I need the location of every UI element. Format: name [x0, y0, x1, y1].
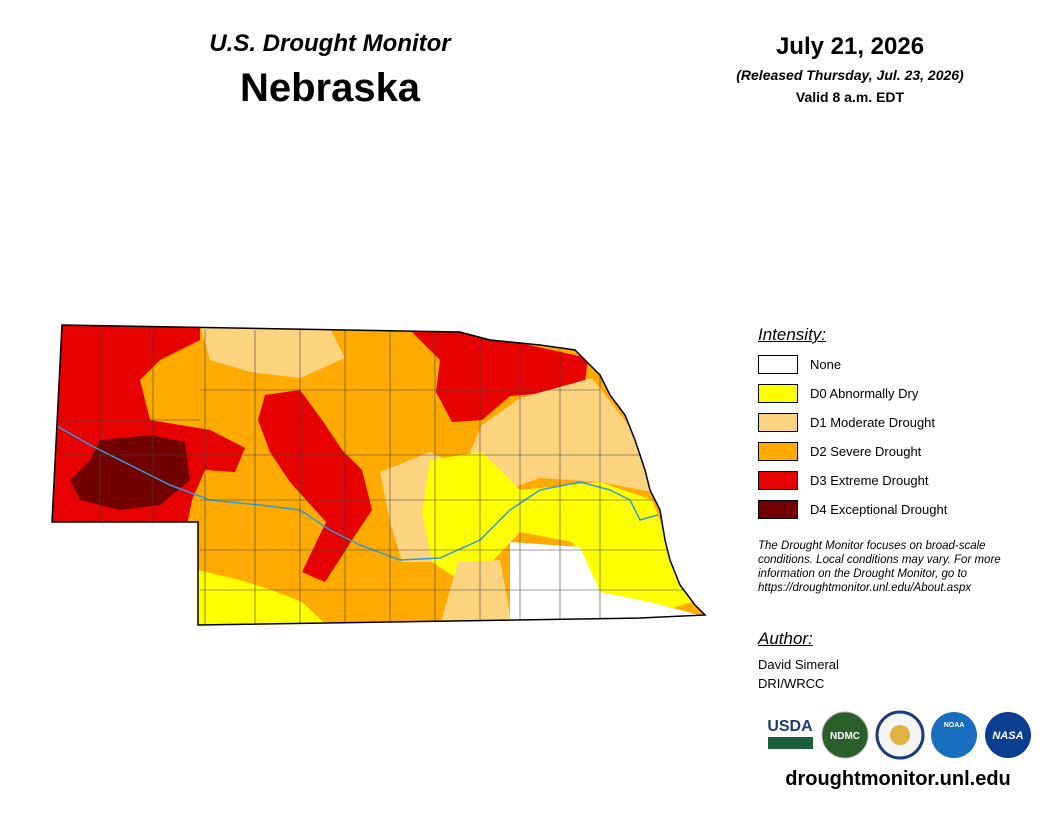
logo-nasa	[985, 712, 1031, 758]
legend-swatch	[758, 413, 798, 432]
author-line: DRI/WRCC	[758, 676, 825, 691]
map	[51, 324, 707, 626]
date: July 21, 2026	[775, 33, 925, 60]
region	[440, 560, 512, 625]
logo-label: NDMC	[830, 731, 860, 742]
region	[410, 330, 588, 422]
logo-label: USDA	[767, 718, 813, 735]
region	[470, 378, 652, 492]
legend-label: D2 Severe Drought	[810, 444, 922, 459]
drought-areas	[52, 325, 705, 625]
state-outline	[51, 324, 707, 626]
region	[422, 452, 692, 612]
legend-label: D3 Extreme Drought	[810, 473, 929, 488]
logo-label: NOAA	[944, 722, 965, 729]
valid-time: Valid 8 a.m. EDT	[795, 89, 905, 105]
region	[200, 325, 345, 378]
legend-swatch	[758, 442, 798, 461]
logo-ndmc	[821, 711, 869, 759]
legend-swatch	[758, 355, 798, 374]
title: U.S. Drought Monitor	[209, 30, 451, 57]
legend-label: D4 Exceptional Drought	[810, 502, 948, 517]
logo-commerce-seal	[890, 725, 910, 745]
legend-label: None	[810, 357, 842, 372]
legend-swatch	[758, 471, 798, 490]
legend-swatch	[758, 500, 798, 519]
legend-label: D0 Abnormally Dry	[810, 386, 919, 401]
region	[258, 390, 372, 582]
state-name: Nebraska	[239, 66, 421, 110]
county-lines	[52, 325, 690, 625]
note: The Drought Monitor focuses on broad-sca…	[758, 540, 1001, 594]
author-line: David Simeral	[758, 657, 839, 672]
river	[54, 424, 659, 561]
website: droughtmonitor.unl.edu	[785, 768, 1011, 790]
author-title: Author:	[758, 629, 813, 648]
logo-usda-mark	[768, 737, 813, 749]
legend-label: D1 Moderate Drought	[810, 415, 936, 430]
region	[198, 570, 332, 625]
legend-swatch	[758, 384, 798, 403]
release-date: (Released Thursday, Jul. 23, 2026)	[736, 67, 964, 83]
logo-label: NASA	[992, 730, 1023, 742]
logos: USDA NDMC NOAA NASA	[767, 710, 1031, 760]
legend-title: Intensity:	[758, 325, 827, 344]
logo-noaa	[931, 712, 977, 758]
